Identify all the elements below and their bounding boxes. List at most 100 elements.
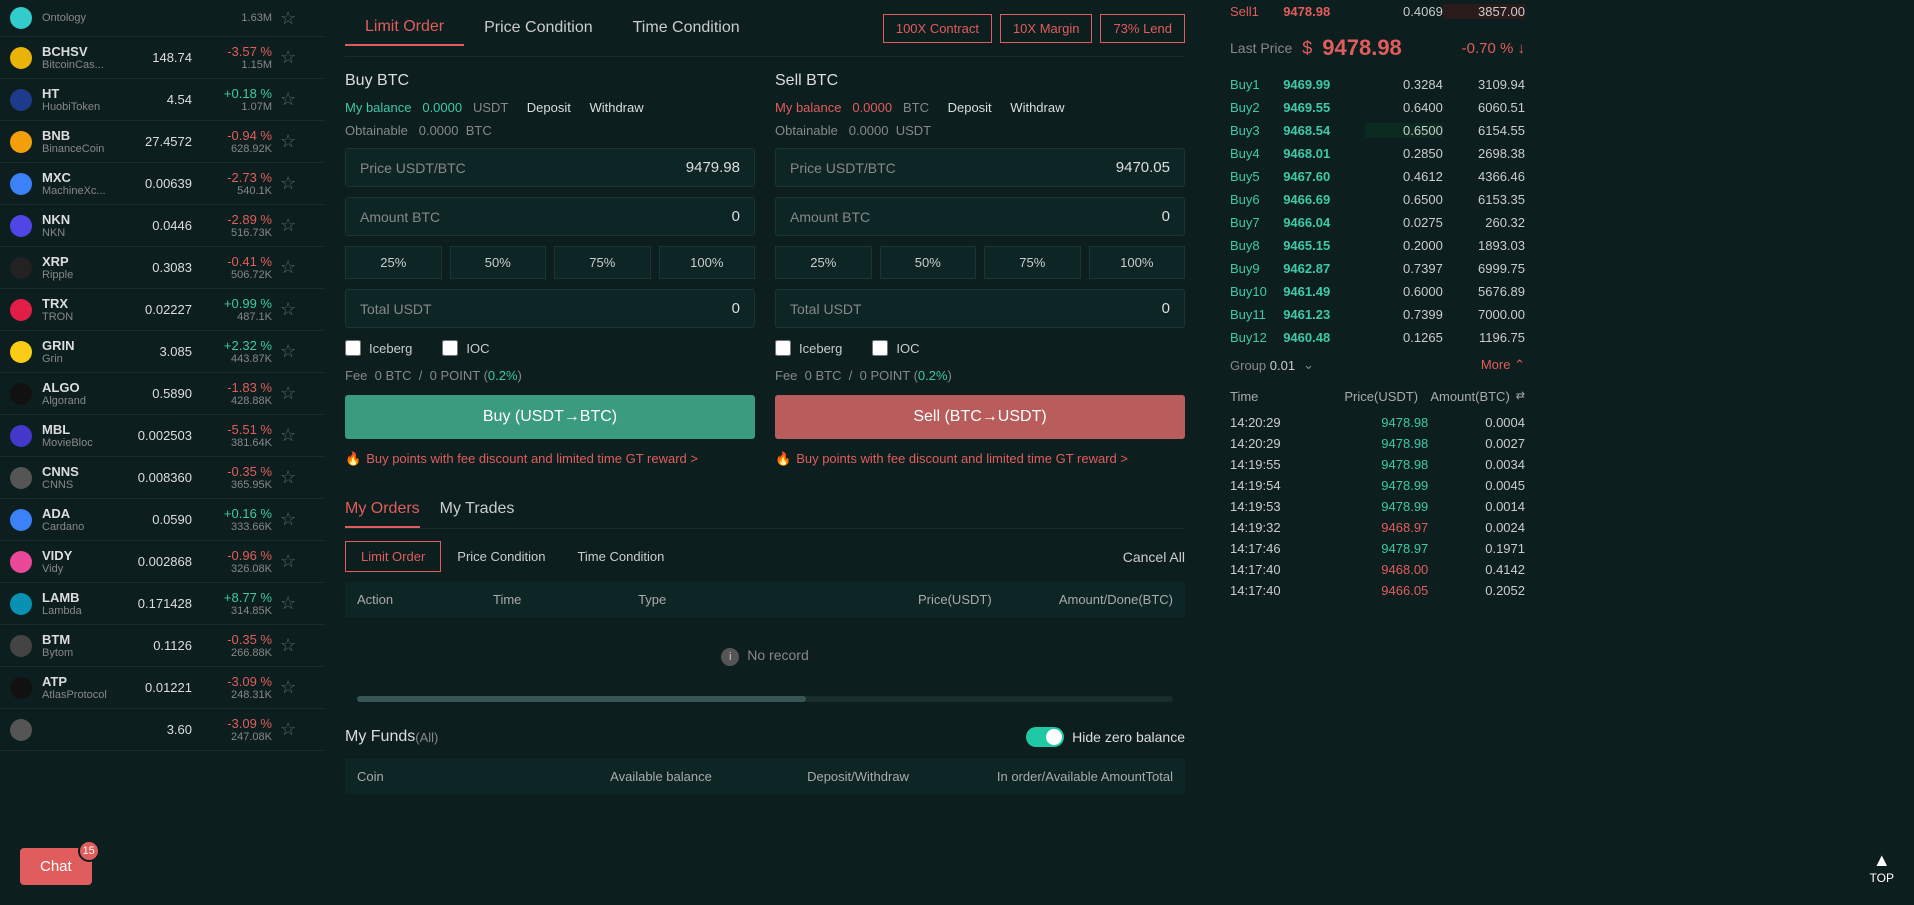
coin-row[interactable]: Ontology 1.63M ☆ (0, 0, 325, 37)
orderbook-buy-row[interactable]: Buy79466.040.0275260.32 (1220, 211, 1535, 234)
orderbook-buy-row[interactable]: Buy69466.690.65006153.35 (1220, 188, 1535, 211)
sell-amount-input[interactable] (1050, 208, 1170, 225)
sell-promo[interactable]: 🔥Buy points with fee discount and limite… (775, 451, 1185, 467)
trade-row[interactable]: 14:17:469478.970.1971 (1220, 538, 1535, 559)
chevron-down-icon[interactable]: ⌄ (1303, 357, 1314, 373)
coin-row[interactable]: TRXTRON 0.02227 +0.99 %487.1K ☆ (0, 289, 325, 331)
orderbook-buy-row[interactable]: Buy19469.990.32843109.94 (1220, 73, 1535, 96)
buy-withdraw-link[interactable]: Withdraw (589, 100, 643, 115)
hide-zero-toggle[interactable] (1026, 727, 1064, 747)
coin-row[interactable]: ATPAtlasProtocol 0.01221 -3.09 %248.31K … (0, 667, 325, 709)
coin-row[interactable]: MBLMovieBloc 0.002503 -5.51 %381.64K ☆ (0, 415, 325, 457)
coin-row[interactable]: NKNNKN 0.0446 -2.89 %516.73K ☆ (0, 205, 325, 247)
trade-row[interactable]: 14:19:329468.970.0024 (1220, 517, 1535, 538)
coin-row[interactable]: LAMBLambda 0.171428 +8.77 %314.85K ☆ (0, 583, 325, 625)
favorite-star-icon[interactable]: ☆ (280, 383, 296, 404)
favorite-star-icon[interactable]: ☆ (280, 509, 296, 530)
pct-button[interactable]: 75% (554, 246, 651, 279)
tab-price-condition[interactable]: Price Condition (464, 11, 613, 45)
swap-icon[interactable]: ⇄ (1516, 389, 1525, 404)
sell-price-input[interactable] (1050, 159, 1170, 176)
contract-button[interactable]: 100X Contract (883, 14, 992, 43)
buy-iceberg-checkbox[interactable] (345, 340, 361, 356)
orderbook-buy-row[interactable]: Buy39468.540.65006154.55 (1220, 119, 1535, 142)
buy-ioc-checkbox[interactable] (442, 340, 458, 356)
favorite-star-icon[interactable]: ☆ (280, 719, 296, 740)
sell-total-input[interactable] (1050, 300, 1170, 317)
favorite-star-icon[interactable]: ☆ (280, 551, 296, 572)
orderbook-buy-row[interactable]: Buy59467.600.46124366.46 (1220, 165, 1535, 188)
coin-row[interactable]: BNBBinanceCoin 27.4572 -0.94 %628.92K ☆ (0, 121, 325, 163)
group-value[interactable]: 0.01 (1270, 358, 1295, 373)
chat-button[interactable]: Chat 15 (20, 848, 92, 885)
coin-row[interactable]: MXCMachineXc... 0.00639 -2.73 %540.1K ☆ (0, 163, 325, 205)
favorite-star-icon[interactable]: ☆ (280, 299, 296, 320)
favorite-star-icon[interactable]: ☆ (280, 341, 296, 362)
favorite-star-icon[interactable]: ☆ (280, 131, 296, 152)
coin-row[interactable]: GRINGrin 3.085 +2.32 %443.87K ☆ (0, 331, 325, 373)
more-button[interactable]: More ⌃ (1481, 357, 1525, 373)
favorite-star-icon[interactable]: ☆ (280, 8, 296, 29)
sell-ioc-checkbox[interactable] (872, 340, 888, 356)
sell-deposit-link[interactable]: Deposit (948, 100, 992, 115)
buy-button[interactable]: Buy (USDT→BTC) (345, 395, 755, 439)
coin-row[interactable]: CNNSCNNS 0.008360 -0.35 %365.95K ☆ (0, 457, 325, 499)
pct-button[interactable]: 50% (880, 246, 977, 279)
favorite-star-icon[interactable]: ☆ (280, 257, 296, 278)
favorite-star-icon[interactable]: ☆ (280, 593, 296, 614)
buy-amount-input[interactable] (620, 208, 740, 225)
coin-row[interactable]: HTHuobiToken 4.54 +0.18 %1.07M ☆ (0, 79, 325, 121)
subtab-time-condition[interactable]: Time Condition (561, 541, 680, 572)
trade-row[interactable]: 14:19:559478.980.0034 (1220, 454, 1535, 475)
sell-iceberg-checkbox[interactable] (775, 340, 791, 356)
trade-row[interactable]: 14:17:409468.000.4142 (1220, 559, 1535, 580)
buy-price-input[interactable] (620, 159, 740, 176)
pct-button[interactable]: 25% (345, 246, 442, 279)
margin-button[interactable]: 10X Margin (1000, 14, 1092, 43)
favorite-star-icon[interactable]: ☆ (280, 635, 296, 656)
tab-my-orders[interactable]: My Orders (345, 492, 420, 528)
sell-withdraw-link[interactable]: Withdraw (1010, 100, 1064, 115)
coin-row[interactable]: 3.60 -3.09 %247.08K ☆ (0, 709, 325, 751)
orderbook-buy-row[interactable]: Buy29469.550.64006060.51 (1220, 96, 1535, 119)
orderbook-buy-row[interactable]: Buy99462.870.73976999.75 (1220, 257, 1535, 280)
tab-time-condition[interactable]: Time Condition (613, 11, 760, 45)
pct-button[interactable]: 100% (659, 246, 756, 279)
orderbook-buy-row[interactable]: Buy109461.490.60005676.89 (1220, 280, 1535, 303)
lend-button[interactable]: 73% Lend (1100, 14, 1185, 43)
orderbook-buy-row[interactable]: Buy119461.230.73997000.00 (1220, 303, 1535, 326)
trade-row[interactable]: 14:17:409466.050.2052 (1220, 580, 1535, 601)
coin-row[interactable]: BCHSVBitcoinCas... 148.74 -3.57 %1.15M ☆ (0, 37, 325, 79)
favorite-star-icon[interactable]: ☆ (280, 215, 296, 236)
sell-button[interactable]: Sell (BTC→USDT) (775, 395, 1185, 439)
favorite-star-icon[interactable]: ☆ (280, 173, 296, 194)
trade-row[interactable]: 14:19:549478.990.0045 (1220, 475, 1535, 496)
pct-button[interactable]: 100% (1089, 246, 1186, 279)
orderbook-sell-row[interactable]: Sell19478.980.40693857.00 (1220, 0, 1535, 23)
trade-row[interactable]: 14:19:539478.990.0014 (1220, 496, 1535, 517)
cancel-all-button[interactable]: Cancel All (1123, 549, 1185, 565)
coin-row[interactable]: XRPRipple 0.3083 -0.41 %506.72K ☆ (0, 247, 325, 289)
pct-button[interactable]: 50% (450, 246, 547, 279)
favorite-star-icon[interactable]: ☆ (280, 677, 296, 698)
horizontal-scrollbar[interactable] (357, 696, 1173, 702)
orderbook-buy-row[interactable]: Buy49468.010.28502698.38 (1220, 142, 1535, 165)
favorite-star-icon[interactable]: ☆ (280, 47, 296, 68)
tab-my-trades[interactable]: My Trades (440, 492, 515, 528)
trade-row[interactable]: 14:20:299478.980.0027 (1220, 433, 1535, 454)
buy-promo[interactable]: 🔥Buy points with fee discount and limite… (345, 451, 755, 467)
pct-button[interactable]: 25% (775, 246, 872, 279)
coin-row[interactable]: BTMBytom 0.1126 -0.35 %266.88K ☆ (0, 625, 325, 667)
subtab-limit-order[interactable]: Limit Order (345, 541, 441, 572)
subtab-price-condition[interactable]: Price Condition (441, 541, 561, 572)
orderbook-buy-row[interactable]: Buy89465.150.20001893.03 (1220, 234, 1535, 257)
tab-limit-order[interactable]: Limit Order (345, 10, 464, 46)
coin-row[interactable]: ADACardano 0.0590 +0.16 %333.66K ☆ (0, 499, 325, 541)
pct-button[interactable]: 75% (984, 246, 1081, 279)
favorite-star-icon[interactable]: ☆ (280, 89, 296, 110)
favorite-star-icon[interactable]: ☆ (280, 425, 296, 446)
buy-deposit-link[interactable]: Deposit (527, 100, 571, 115)
scroll-top-button[interactable]: ▲ TOP (1870, 850, 1894, 885)
coin-row[interactable]: VIDYVidy 0.002868 -0.96 %326.08K ☆ (0, 541, 325, 583)
favorite-star-icon[interactable]: ☆ (280, 467, 296, 488)
